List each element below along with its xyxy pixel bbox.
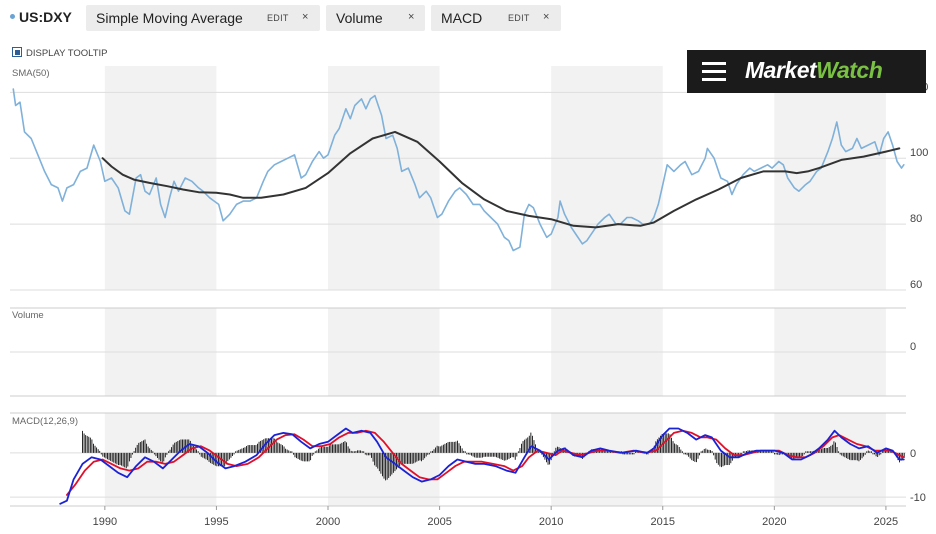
display-tooltip-toggle[interactable]: DISPLAY TOOLTIP [12,46,108,59]
indicator-macd-chip[interactable]: MACD EDIT × [431,5,561,31]
price-y-tick-label: 100 [910,147,928,159]
x-tick-label: 2015 [651,516,675,528]
indicator-sma-label: Simple Moving Average [96,10,243,26]
x-tick-label: 1995 [204,516,228,528]
menu-icon[interactable] [702,62,726,81]
year-band [551,66,663,290]
symbol-text: US:DXY [19,9,72,25]
x-tick-label: 2010 [539,516,563,528]
indicator-macd-remove-button[interactable]: × [543,11,550,23]
logo-market-text: Market [745,57,817,83]
logo-watch-text: Watch [816,57,883,83]
indicator-sma-remove-button[interactable]: × [302,11,309,23]
indicator-sma-chip[interactable]: Simple Moving Average EDIT × [86,5,320,31]
sma-series-line [101,130,901,229]
indicator-macd-label: MACD [441,10,483,26]
volume-y-tick-label: 0 [910,341,916,353]
marketwatch-logo[interactable]: MarketWatch [745,57,883,84]
price-panel-title: SMA(50) [12,68,49,79]
indicator-toolbar: US:DXY Simple Moving Average EDIT × Volu… [0,0,936,36]
indicator-volume-remove-button[interactable]: × [408,11,415,23]
x-tick-label: 2025 [874,516,898,528]
indicator-volume-label: Volume [336,10,383,26]
marketwatch-logo-bar: MarketWatch [687,50,926,93]
year-band [774,66,886,290]
display-tooltip-label: DISPLAY TOOLTIP [26,48,108,59]
x-tick-label: 2005 [427,516,451,528]
macd-line [59,427,905,505]
indicator-macd-edit-button[interactable]: EDIT [508,13,530,23]
symbol-label[interactable]: US:DXY [10,9,72,25]
x-tick-label: 1990 [93,516,117,528]
macd-y-tick-label: -10 [910,492,926,504]
price-y-tick-label: 60 [910,279,922,291]
price-y-tick-label: 80 [910,213,922,225]
macd-y-tick-label: 0 [910,448,916,460]
x-tick-label: 2000 [316,516,340,528]
year-band [104,66,217,290]
indicator-sma-edit-button[interactable]: EDIT [267,13,289,23]
year-band [328,66,440,290]
year-band [551,413,663,506]
checkbox-icon[interactable] [12,47,22,57]
macd-panel-title: MACD(12,26,9) [12,416,78,427]
volume-panel-title: Volume [12,310,44,321]
x-tick-label: 2020 [762,516,786,528]
price-series-line [12,88,905,252]
series-dot-icon [10,13,15,19]
indicator-volume-chip[interactable]: Volume × [326,5,425,31]
